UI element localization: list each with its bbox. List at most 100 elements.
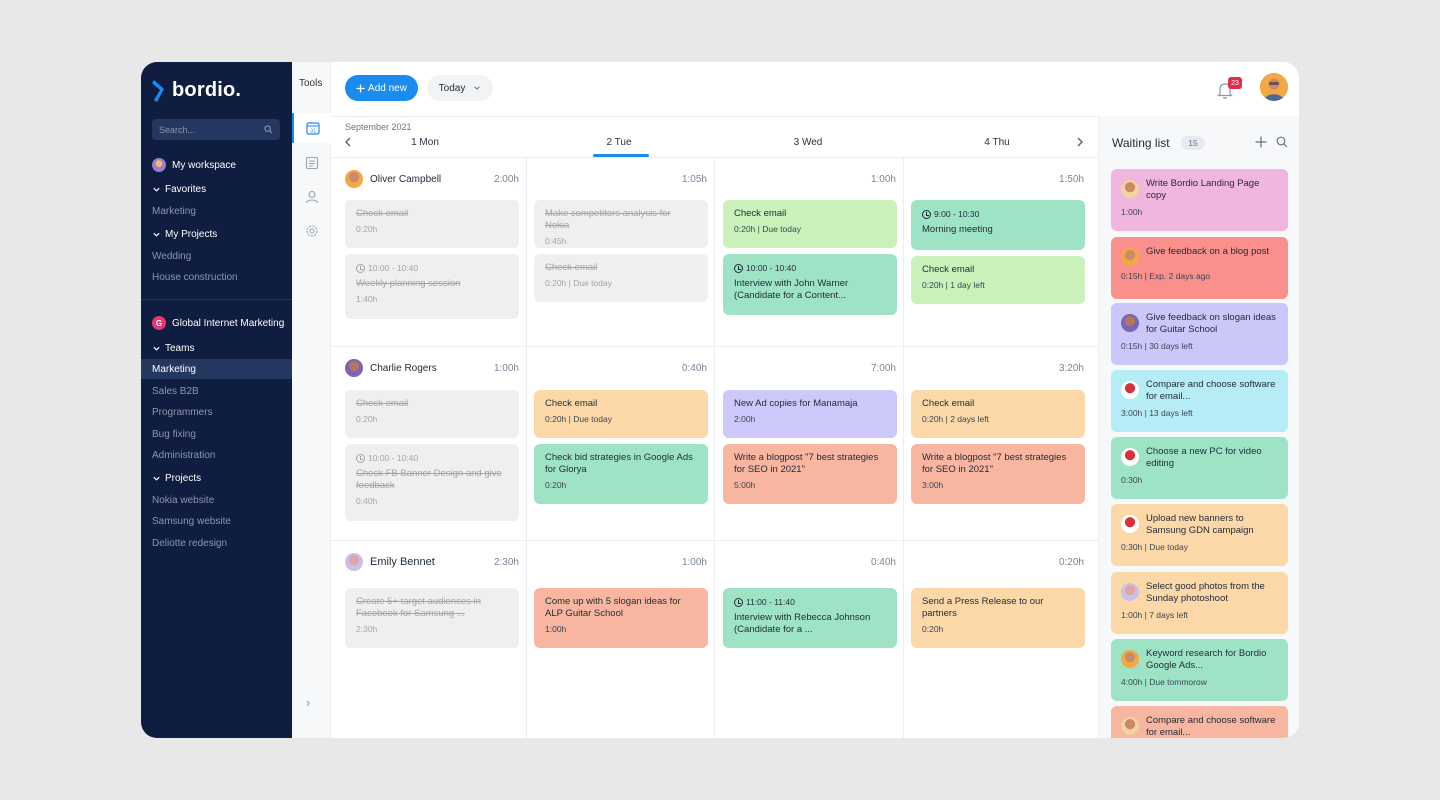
favorites-label: Favorites	[165, 183, 207, 195]
teams-label: Teams	[165, 342, 195, 354]
workspace-item[interactable]: My workspace	[141, 155, 292, 175]
task-card[interactable]: 9:00 - 10:30 Morning meeting	[911, 200, 1085, 250]
search-icon[interactable]	[1276, 136, 1288, 148]
waiting-item-avatar	[1121, 180, 1139, 198]
today-button[interactable]: Today	[427, 75, 493, 101]
waiting-item[interactable]: Compare and choose software for email...…	[1111, 370, 1288, 432]
task-title: Check email	[922, 398, 975, 409]
user-avatar[interactable]	[1260, 73, 1288, 101]
tools-label: Tools	[299, 78, 323, 89]
sidebar-item-sales-b2b[interactable]: Sales B2B	[152, 385, 199, 397]
waiting-item[interactable]: Compare and choose software for email...	[1111, 706, 1288, 738]
day-header[interactable]: 1 Mon	[411, 137, 439, 148]
search-box[interactable]	[152, 119, 280, 140]
task-card[interactable]: 11:00 - 11:40 Interview with Rebecca Joh…	[723, 588, 897, 648]
waiting-item[interactable]: Write Bordio Landing Page copy 1:00h	[1111, 169, 1288, 231]
waiting-item[interactable]: Upload new banners to Samsung GDN campai…	[1111, 504, 1288, 566]
waiting-item-meta: 3:00h | 13 days left	[1121, 408, 1193, 418]
prev-week-button[interactable]	[344, 134, 352, 150]
person-row-header[interactable]: Emily Bennet	[345, 553, 435, 571]
task-card[interactable]: Write a blogpost "7 best strategies for …	[911, 444, 1085, 504]
task-card[interactable]: Check bid strategies in Google Ads for G…	[534, 444, 708, 504]
waiting-item-meta: 0:30h | Due today	[1121, 542, 1188, 552]
sidebar-item-programmers[interactable]: Programmers	[152, 406, 213, 418]
task-card[interactable]: Check email 0:20h | 1 day left	[911, 256, 1085, 304]
sidebar-item-marketing[interactable]: Marketing	[141, 359, 292, 379]
calendar: September 2021 1 Mon 2 Tue 3 Wed 4 Thu O…	[331, 116, 1098, 738]
task-card[interactable]: Check email 0:20h | Due today	[723, 200, 897, 248]
sidebar-item-deliotte-redesign[interactable]: Deliotte redesign	[152, 537, 228, 549]
task-title: Check email	[545, 398, 598, 409]
task-card[interactable]: Check email 0:20h	[345, 390, 519, 438]
my-projects-group[interactable]: My Projects	[141, 224, 292, 244]
task-card[interactable]: 10:00 - 10:40 Weekly planning session 1:…	[345, 254, 519, 319]
waiting-item[interactable]: Choose a new PC for video editing 0:30h	[1111, 437, 1288, 499]
waiting-item[interactable]: Give feedback on a blog post 0:15h | Exp…	[1111, 237, 1288, 299]
sidebar-item-samsung-website[interactable]: Samsung website	[152, 515, 231, 527]
task-card[interactable]: Check email 0:20h | Due today	[534, 254, 708, 302]
task-card[interactable]: Check email 0:20h	[345, 200, 519, 248]
notes-tool[interactable]	[292, 148, 331, 178]
task-card[interactable]: New Ad copies for Manamaja 2:00h	[723, 390, 897, 438]
people-tool[interactable]	[292, 182, 331, 212]
day-header[interactable]: 4 Thu	[984, 137, 1010, 148]
sidebar-item-house-construction[interactable]: House construction	[152, 271, 238, 283]
task-time: 11:00 - 11:40	[734, 596, 886, 608]
waiting-item[interactable]: Select good photos from the Sunday photo…	[1111, 572, 1288, 634]
waiting-item-avatar	[1121, 248, 1139, 266]
clock-icon	[734, 263, 743, 273]
projects-group[interactable]: Projects	[141, 468, 292, 488]
hours-total: 2:30h	[493, 557, 519, 568]
task-title: Interview with Rebecca Johnson (Candidat…	[734, 612, 871, 635]
person-row-header[interactable]: Charlie Rogers	[345, 359, 437, 377]
task-meta: 2:00h	[734, 414, 756, 424]
day-header[interactable]: 3 Wed	[793, 137, 823, 148]
waiting-list-title: Waiting list	[1112, 136, 1170, 150]
task-card[interactable]: Create 5+ target audiences in Facebook f…	[345, 588, 519, 648]
waiting-item-title: Write Bordio Landing Page copy	[1146, 178, 1260, 201]
collapse-sidebar-button[interactable]: ›	[306, 695, 311, 710]
sidebar-item-marketing-fav[interactable]: Marketing	[152, 205, 196, 217]
person-avatar	[345, 170, 363, 188]
logo[interactable]: bordio.	[152, 79, 241, 102]
waiting-item[interactable]: Keyword research for Bordio Google Ads..…	[1111, 639, 1288, 701]
day-header-active[interactable]: 2 Tue	[525, 137, 713, 157]
task-card[interactable]: 10:00 - 10:40 Check FB Banner Design and…	[345, 444, 519, 521]
sidebar-item-wedding[interactable]: Wedding	[152, 250, 192, 262]
task-card[interactable]: Send a Press Release to our partners 0:2…	[911, 588, 1085, 648]
task-meta: 0:45h	[545, 236, 567, 246]
waiting-item-avatar	[1121, 650, 1139, 668]
waiting-item-meta: 0:30h	[1121, 475, 1143, 485]
task-card[interactable]: Write a blogpost "7 best strategies for …	[723, 444, 897, 504]
plus-icon[interactable]	[1255, 136, 1267, 148]
clock-icon	[734, 597, 743, 607]
add-new-button[interactable]: Add new	[345, 75, 418, 101]
waiting-item[interactable]: Give feedback on slogan ideas for Guitar…	[1111, 303, 1288, 365]
task-meta: 0:40h	[356, 496, 378, 506]
org-item[interactable]: G Global Internet Marketing	[141, 313, 292, 333]
task-card[interactable]: 10:00 - 10:40 Interview with John Warner…	[723, 254, 897, 315]
task-title: Send a Press Release to our partners	[922, 596, 1044, 619]
waiting-item-title: Compare and choose software for email...	[1146, 379, 1276, 402]
person-row-header[interactable]: Oliver Campbell	[345, 170, 441, 188]
chevron-right-icon	[1077, 137, 1083, 147]
task-card[interactable]: Check email 0:20h | Due today	[534, 390, 708, 438]
calendar-tool[interactable]: 31	[292, 113, 331, 143]
settings-tool[interactable]	[292, 216, 331, 246]
task-title: Check email	[356, 208, 409, 219]
search-input[interactable]	[159, 124, 254, 135]
hours-total: 0:40h	[870, 557, 896, 568]
next-week-button[interactable]	[1076, 134, 1084, 150]
task-card[interactable]: Make competitors analysis for Nokia 0:45…	[534, 200, 708, 248]
task-card[interactable]: Check email 0:20h | 2 days left	[911, 390, 1085, 438]
sidebar-item-nokia-website[interactable]: Nokia website	[152, 494, 215, 506]
waiting-item-meta: 0:15h | Exp. 2 days ago	[1121, 271, 1211, 281]
task-title: Check email	[922, 264, 975, 275]
sidebar-item-administration[interactable]: Administration	[152, 449, 216, 461]
row-divider	[331, 157, 1098, 158]
task-card[interactable]: Come up with 5 slogan ideas for ALP Guit…	[534, 588, 708, 648]
sidebar-item-bug-fixing[interactable]: Bug fixing	[152, 428, 196, 440]
search-icon[interactable]	[264, 125, 273, 134]
favorites-group[interactable]: Favorites	[141, 179, 292, 199]
teams-group[interactable]: Teams	[141, 338, 292, 358]
